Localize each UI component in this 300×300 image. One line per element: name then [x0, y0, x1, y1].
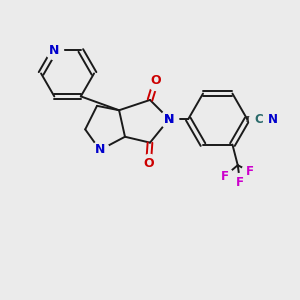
Text: O: O — [151, 74, 161, 87]
Text: N: N — [49, 44, 59, 57]
Text: N: N — [268, 112, 278, 126]
Text: O: O — [143, 157, 154, 170]
Text: F: F — [246, 165, 254, 178]
Text: N: N — [95, 143, 105, 157]
Text: C: C — [254, 112, 263, 126]
Text: F: F — [220, 170, 229, 183]
Text: N: N — [164, 112, 174, 126]
Text: F: F — [236, 176, 244, 189]
Text: N: N — [164, 112, 174, 126]
